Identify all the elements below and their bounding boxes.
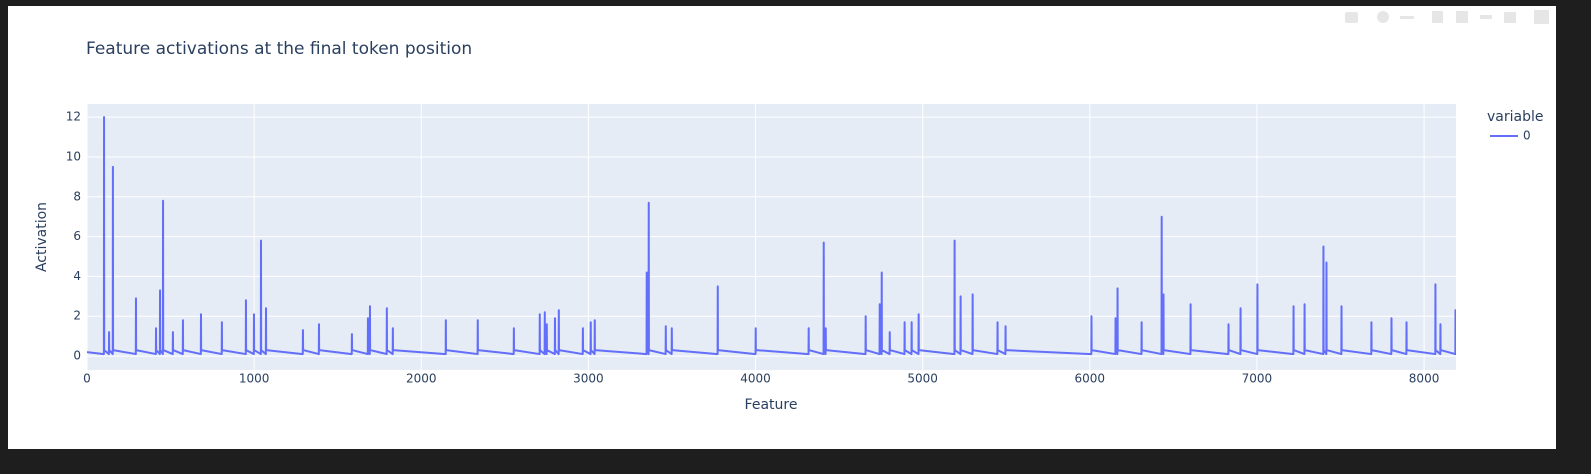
y-tick-label: 0 <box>73 349 81 363</box>
y-tick-label: 10 <box>66 149 81 163</box>
modebar-button[interactable] <box>1504 12 1516 23</box>
x-tick-label: 5000 <box>907 372 938 386</box>
y-tick-label: 6 <box>73 229 81 243</box>
modebar-button[interactable] <box>1456 11 1468 23</box>
modebar-button[interactable] <box>1432 11 1443 23</box>
chart-title: Feature activations at the final token p… <box>86 39 472 59</box>
y-tick-label: 12 <box>66 110 81 124</box>
modebar-button[interactable] <box>1480 15 1492 19</box>
y-axis-title: Activation <box>34 202 50 272</box>
legend-label: 0 <box>1523 129 1531 143</box>
y-tick-label: 8 <box>73 189 81 203</box>
x-tick-label: 6000 <box>1075 372 1106 386</box>
y-tick-label: 2 <box>73 309 81 323</box>
modebar-button[interactable] <box>1400 16 1414 19</box>
x-tick-label: 2000 <box>406 372 437 386</box>
modebar-button[interactable] <box>1534 10 1549 24</box>
x-tick-label: 3000 <box>573 372 604 386</box>
x-tick-label: 0 <box>83 372 91 386</box>
modebar-button[interactable] <box>1377 11 1389 23</box>
modebar <box>1345 10 1549 24</box>
x-axis-title: Feature <box>745 397 798 413</box>
x-tick-label: 7000 <box>1242 372 1273 386</box>
x-tick-label: 1000 <box>239 372 270 386</box>
x-tick-label: 8000 <box>1409 372 1440 386</box>
modebar-button[interactable] <box>1345 12 1358 23</box>
y-tick-label: 4 <box>73 269 81 283</box>
legend-title: variable <box>1487 109 1543 125</box>
data-line <box>87 116 1456 356</box>
x-tick-label: 4000 <box>740 372 771 386</box>
